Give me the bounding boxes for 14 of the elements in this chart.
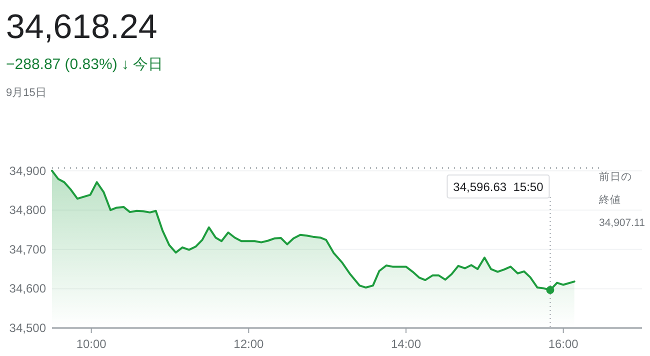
y-tick-label: 34,800 [9,203,46,218]
x-tick-label: 14:00 [390,337,422,351]
y-tick-label: 34,500 [9,321,46,335]
x-tick-label: 12:00 [234,337,264,351]
annotation: 34,596.63 15:50 [453,180,544,194]
text: 9月15日 [6,87,46,99]
chart-subtitle: −288.87 (0.83%) ↓ 今日 [6,56,164,73]
x-tick-label: 10:00 [76,337,107,351]
x-tick-label: 16:00 [548,337,579,351]
y-tick-label: 34,900 [9,164,46,178]
ref-line-label: 前日の終値 34,907.11 [598,171,646,229]
y-tick-label: 34,600 [9,282,46,296]
chart-title: 34,618.24 [6,8,158,46]
y-tick-label: 34,700 [9,242,46,256]
